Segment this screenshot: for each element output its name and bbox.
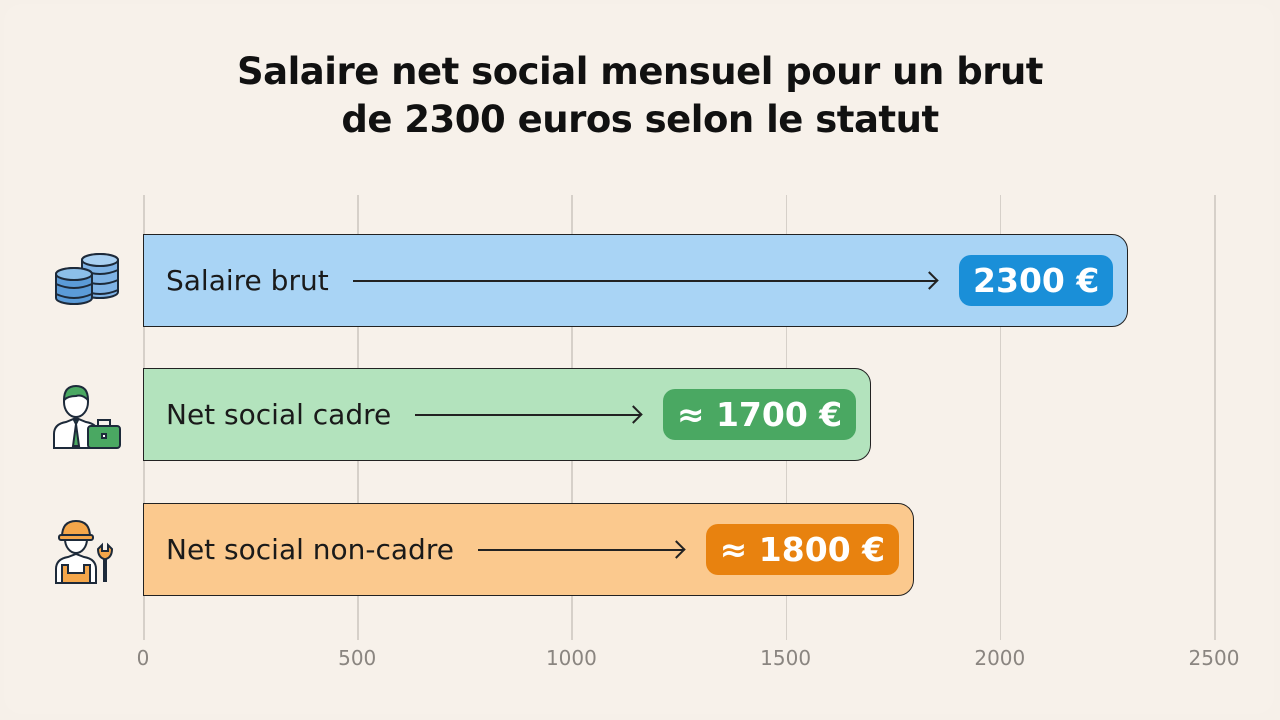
worker-hardhat-wrench-icon bbox=[52, 515, 122, 585]
arrow-icon bbox=[477, 548, 684, 551]
title-line-2: de 2300 euros selon le statut bbox=[341, 98, 939, 141]
bar: Salaire brut 2300 € bbox=[143, 234, 1129, 327]
value-badge: ≈ 1800 € bbox=[705, 524, 900, 575]
arrow-icon bbox=[352, 279, 938, 282]
x-tick-label: 2000 bbox=[974, 646, 1026, 670]
value-badge: 2300 € bbox=[959, 255, 1114, 306]
bar: Net social non-cadre ≈ 1800 € bbox=[143, 503, 915, 596]
bar-label: Salaire brut bbox=[166, 264, 329, 297]
x-tick-label: 0 bbox=[136, 646, 150, 670]
office-worker-briefcase-icon bbox=[52, 380, 122, 450]
bar-label: Net social non-cadre bbox=[166, 533, 454, 566]
chart-title: Salaire net social mensuel pour un brut … bbox=[0, 48, 1280, 144]
x-tick-label: 500 bbox=[338, 646, 377, 670]
bar: Net social cadre ≈ 1700 € bbox=[143, 368, 872, 461]
arrow-icon bbox=[415, 413, 641, 416]
title-line-1: Salaire net social mensuel pour un brut bbox=[237, 50, 1043, 93]
x-tick-label: 1000 bbox=[545, 646, 597, 670]
gridline bbox=[999, 195, 1002, 640]
value-badge: ≈ 1700 € bbox=[662, 389, 857, 440]
x-tick-label: 1500 bbox=[760, 646, 812, 670]
coins-stack-icon bbox=[52, 246, 122, 316]
gridline bbox=[1214, 195, 1216, 640]
x-tick-label: 2500 bbox=[1188, 646, 1240, 670]
bar-label: Net social cadre bbox=[166, 398, 392, 431]
